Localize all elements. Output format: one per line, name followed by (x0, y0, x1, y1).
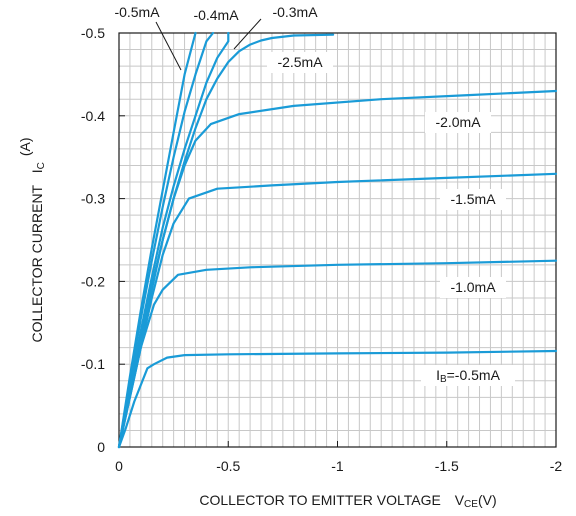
series-line-0-5ma (117, 31, 197, 449)
x-tick-label: -1.5 (435, 458, 459, 474)
curve-label-background (440, 189, 506, 210)
series-line-2-5ma (117, 33, 335, 449)
y-tick-label: -0.1 (81, 356, 105, 372)
curve-label-0-3ma: -0.3mA (272, 4, 318, 20)
x-tick-label: 0 (115, 458, 123, 474)
x-axis-title: COLLECTOR TO EMITTER VOLTAGE VCE(V) (199, 492, 496, 510)
curve-label-2-0ma: -2.0mA (435, 114, 481, 130)
curve-label-background (440, 277, 506, 298)
y-tick-label: -0.4 (81, 108, 105, 124)
label-leader-line (233, 18, 262, 50)
x-tick-label: -1 (331, 458, 344, 474)
curve-label-background (425, 112, 491, 133)
label-leader-line (155, 21, 182, 71)
y-tick-label: -0.3 (81, 191, 105, 207)
curve-label-0-5ma: IB=-0.5mA (436, 367, 501, 385)
y-tick-label: 0 (97, 439, 105, 455)
curve-label-1-5ma: -1.5mA (450, 191, 496, 207)
axis-ticks: 0 -0.5 -1 -1.5 -2 0 -0.1 -0.2 -0.3 -0.4 -0.5 (81, 25, 563, 474)
curve-label-background (421, 365, 515, 386)
curves (117, 31, 558, 449)
y-tick-label: -0.5 (81, 25, 105, 41)
curve-label-0-4ma: -0.4mA (193, 7, 239, 23)
y-axis-title: COLLECTOR CURRENT IC(A) (17, 137, 47, 342)
curve-labels: IB=-0.5mA -1.0mA -1.5mA -2.0mA -2.5mA -0.3mA -… (114, 4, 515, 386)
x-tick-label: -2 (550, 458, 563, 474)
x-tick-label: -0.5 (216, 458, 240, 474)
series-line-0-5ma (117, 349, 558, 449)
y-tick-label: -0.2 (81, 273, 105, 289)
curve-label-1-0ma: -1.0mA (450, 279, 496, 295)
series-line-0-3ma (117, 31, 230, 449)
curve-label-2-5ma: -2.5mA (277, 54, 323, 70)
series-line-1-5ma (117, 172, 558, 449)
curve-label-0-5ma: -0.5mA (114, 4, 160, 20)
curve-label-background (267, 52, 333, 73)
grid (119, 33, 556, 447)
